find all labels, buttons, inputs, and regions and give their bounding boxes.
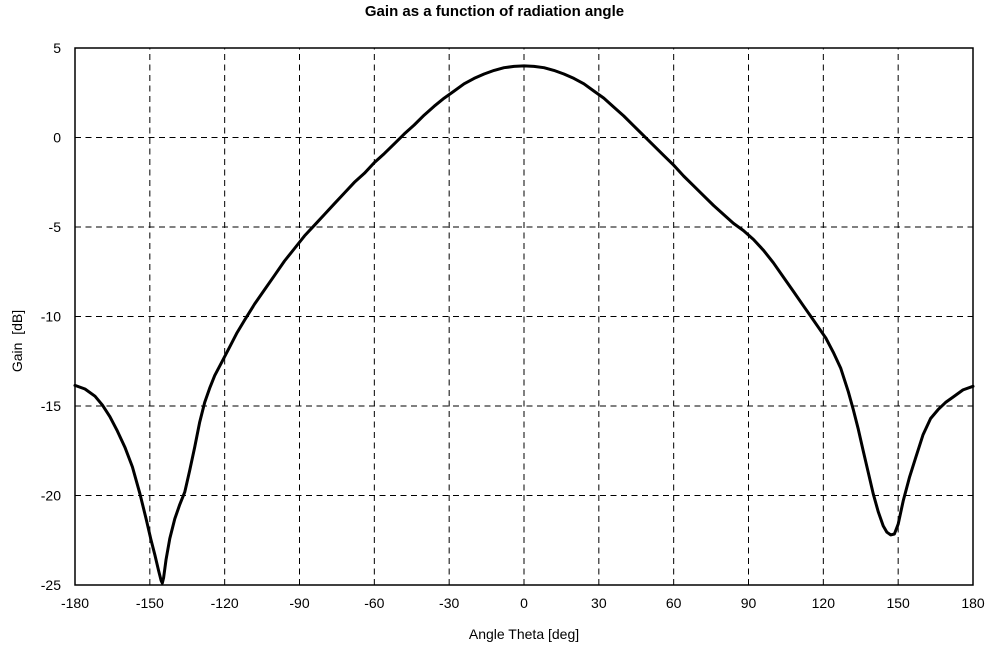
x-tick-label: 60 — [666, 595, 682, 611]
x-axis-label: Angle Theta [deg] — [468, 626, 580, 642]
y-tick-label: -25 — [41, 577, 61, 593]
x-tick-label: 120 — [812, 595, 836, 611]
x-tick-label: 30 — [591, 595, 607, 611]
x-tick-label: -90 — [289, 595, 309, 611]
x-tick-label: 150 — [886, 595, 910, 611]
x-tick-label: -150 — [136, 595, 164, 611]
plot-border — [74, 47, 974, 586]
y-tick-label: -15 — [41, 398, 61, 414]
y-tick-label: 5 — [53, 40, 61, 56]
y-tick-label: -10 — [41, 309, 61, 325]
x-tick-label: -180 — [61, 595, 89, 611]
chart-title: Gain as a function of radiation angle — [364, 3, 625, 20]
y-tick-label: -5 — [49, 219, 62, 235]
gain-curve — [73, 64, 975, 585]
x-tick-label: 90 — [741, 595, 757, 611]
x-tick-label: 180 — [961, 595, 985, 611]
x-tick-label: -60 — [364, 595, 384, 611]
y-axis-label: Gain [dB] — [9, 309, 25, 373]
y-tick-label: -20 — [41, 488, 61, 504]
x-tick-label: -30 — [439, 595, 459, 611]
x-tick-label: 0 — [520, 595, 528, 611]
y-tick-label: 0 — [53, 130, 61, 146]
x-tick-label: -120 — [211, 595, 239, 611]
